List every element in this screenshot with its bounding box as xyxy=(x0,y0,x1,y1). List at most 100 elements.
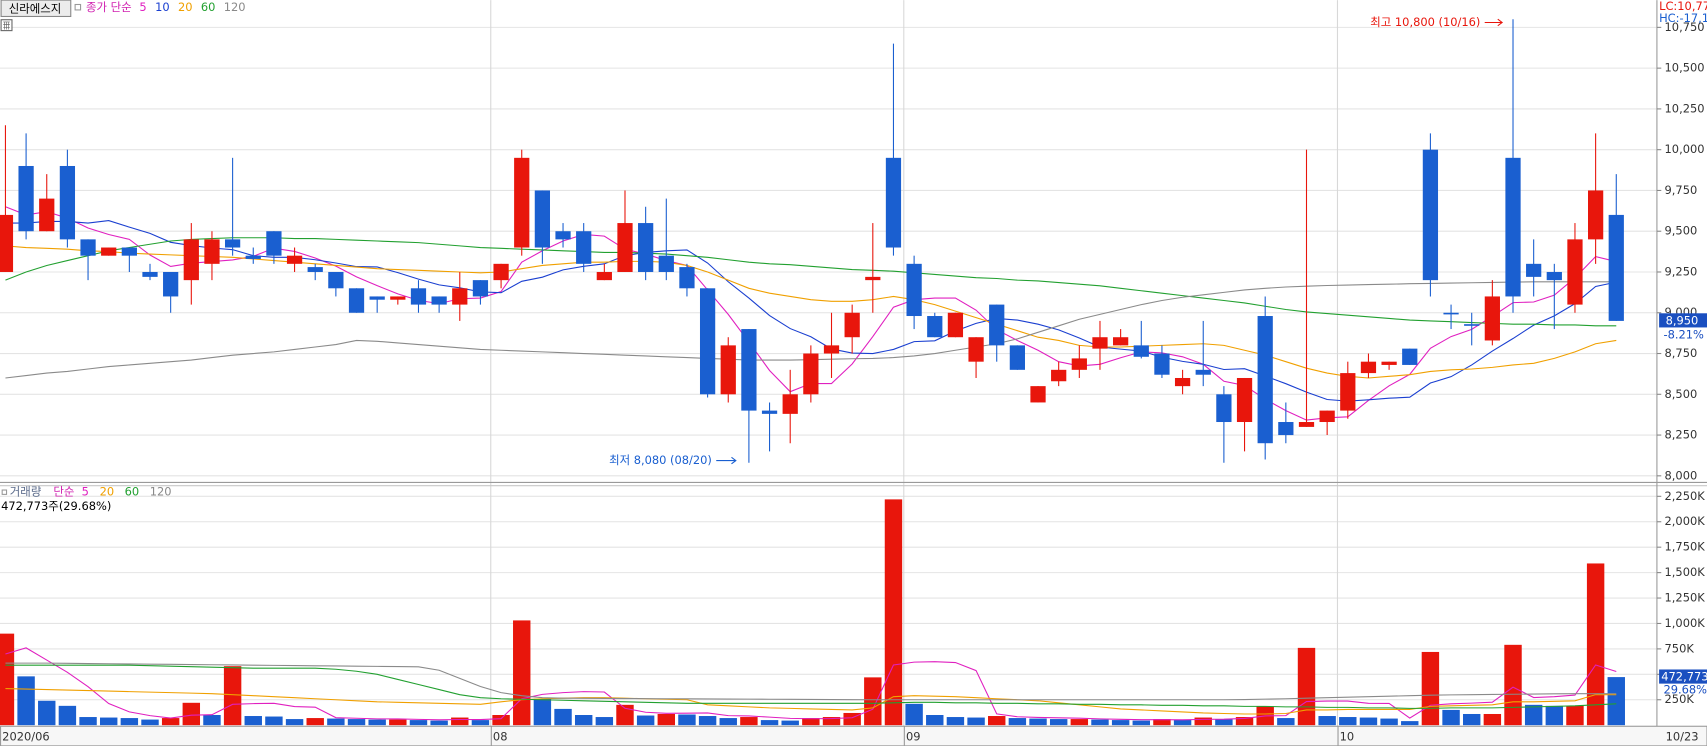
volume-bar xyxy=(1359,717,1378,726)
candle-body xyxy=(927,316,943,338)
candle-body xyxy=(452,288,468,305)
volume-bar xyxy=(1463,713,1481,726)
candle-body xyxy=(1340,373,1356,411)
y-tick-label: 250K xyxy=(1665,692,1695,706)
candle-body xyxy=(803,353,819,395)
ma-label: 종가 단순 xyxy=(86,0,132,14)
volume-bar xyxy=(79,717,97,726)
volume-bar xyxy=(368,719,386,726)
candle-body xyxy=(1154,353,1170,375)
candle-body xyxy=(369,296,385,300)
legend-entry: 10 xyxy=(155,0,170,14)
volume-bar xyxy=(967,717,985,726)
candle-body xyxy=(348,288,365,313)
candle-body xyxy=(844,312,860,338)
stock-name[interactable]: 신라에스지 xyxy=(9,1,62,15)
volume-bar xyxy=(0,633,15,726)
grid-icon-lines xyxy=(3,21,10,30)
volume-bar xyxy=(1318,716,1336,726)
volume-bar xyxy=(285,719,304,726)
candle-body xyxy=(638,223,654,272)
volume-bar xyxy=(471,720,490,726)
volume-title: 거래량 xyxy=(10,485,42,499)
moving-average-line xyxy=(5,662,1617,701)
candle-body xyxy=(204,239,220,264)
low-annotation: 최저 8,080 (08/20) xyxy=(609,453,712,467)
volume-bar xyxy=(574,715,593,726)
candle-body xyxy=(328,271,344,289)
lc-label: LC:10,77 xyxy=(1659,0,1707,13)
candle-body xyxy=(1113,337,1129,346)
candle-body xyxy=(514,157,530,248)
legend-entry: 20 xyxy=(178,0,193,14)
y-tick-label: 8,500 xyxy=(1665,387,1698,401)
candle-body xyxy=(1236,377,1253,423)
candle-body xyxy=(865,276,881,281)
volume-bar xyxy=(657,713,676,726)
volume-bar xyxy=(1008,718,1027,726)
y-tick-label: 8,250 xyxy=(1665,428,1698,442)
candle-body xyxy=(101,247,117,256)
volume-bar xyxy=(451,717,469,726)
volume-bar xyxy=(1545,705,1564,726)
y-tick-label: 2,250K xyxy=(1665,489,1706,503)
price-plot xyxy=(0,19,1624,463)
volume-bar xyxy=(1401,721,1419,726)
candle-body xyxy=(0,214,14,272)
candle-body xyxy=(183,239,199,281)
volume-bar xyxy=(1111,720,1130,726)
volume-bar xyxy=(1504,644,1522,726)
candle-body xyxy=(741,329,757,411)
x-tick-label: 09 xyxy=(906,730,921,744)
volume-bar xyxy=(636,715,655,726)
stock-name-box[interactable] xyxy=(0,0,72,18)
legend-entry: 5 xyxy=(139,0,146,14)
candle-body xyxy=(885,157,902,248)
candle-body xyxy=(80,239,96,256)
volume-bar xyxy=(223,666,242,726)
moving-average-line xyxy=(5,647,1617,721)
candle-body xyxy=(1381,361,1397,365)
legend-entry: 60 xyxy=(125,485,140,499)
volume-bar xyxy=(58,705,77,726)
candle-body xyxy=(720,345,736,395)
candle-body xyxy=(410,288,427,305)
volume-bar xyxy=(760,720,779,726)
candle-body xyxy=(224,239,241,248)
y-tick-label: 1,750K xyxy=(1665,540,1706,554)
volume-bar xyxy=(244,716,262,726)
volume-bar xyxy=(347,719,366,726)
candle-body xyxy=(947,312,964,338)
volume-bar xyxy=(1566,705,1584,726)
candle-body xyxy=(121,247,137,256)
volume-bar xyxy=(1586,563,1605,726)
volume-bar xyxy=(492,715,510,726)
candle-body xyxy=(699,288,716,395)
candle-body xyxy=(1257,316,1273,444)
volume-bar xyxy=(409,720,428,726)
candle-body xyxy=(18,165,34,232)
volume-bar xyxy=(1297,647,1316,726)
y-tick-label: 10,250 xyxy=(1665,101,1705,115)
y-tick-label: 10,750 xyxy=(1665,20,1705,34)
volume-bar xyxy=(926,715,944,726)
volume-bar xyxy=(327,718,345,726)
volume-bar xyxy=(595,717,614,726)
annotation-arrow xyxy=(1484,18,1504,27)
candle-body xyxy=(1009,345,1025,370)
volume-bar xyxy=(616,704,634,726)
volume-bar xyxy=(719,718,737,726)
candle-body xyxy=(142,271,158,277)
candle-body xyxy=(1298,422,1315,427)
candle-body xyxy=(1505,157,1521,297)
candle-body xyxy=(390,296,406,300)
x-axis-strip xyxy=(0,725,1707,746)
candle-body xyxy=(658,255,674,272)
candle-body xyxy=(1567,239,1583,305)
volume-bar xyxy=(1380,718,1398,726)
volume-bar xyxy=(1277,718,1295,726)
candle-body xyxy=(576,231,592,264)
volume-bar xyxy=(533,698,552,726)
